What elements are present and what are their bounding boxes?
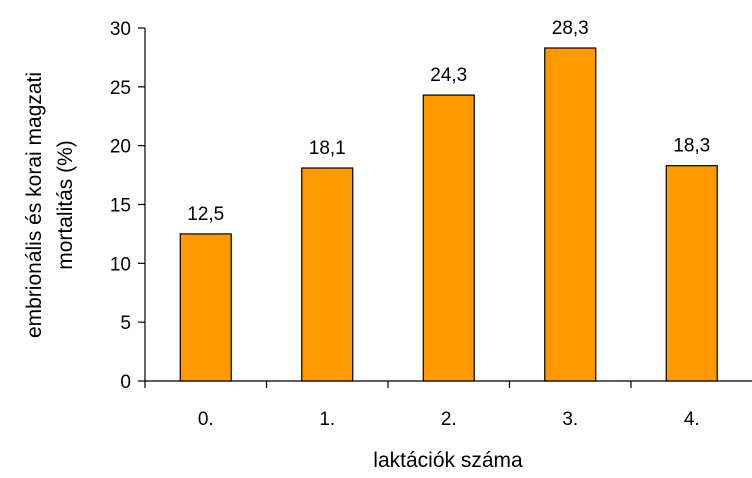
- x-tick-label: 2.: [441, 409, 457, 430]
- y-tick-label: 0: [120, 372, 131, 393]
- y-axis-title: embrionális és korai magzati mortalitás …: [23, 72, 77, 338]
- y-axis: 0 5 10 15 20 25 30: [110, 19, 146, 393]
- bar: [301, 167, 354, 382]
- data-label: 28,3: [552, 18, 589, 39]
- bar: [422, 94, 475, 382]
- y-tick-label: 5: [120, 313, 131, 334]
- x-axis-title: laktációk száma: [373, 449, 523, 472]
- y-axis-title-line-2: mortalitás (%): [54, 140, 77, 270]
- y-tick-label: 25: [110, 78, 131, 99]
- x-tick-label: 0.: [198, 409, 214, 430]
- x-axis: 0. 1. 2. 3. 4.: [144, 380, 752, 430]
- x-tick-label: 1.: [319, 409, 335, 430]
- data-label: 18,3: [673, 136, 710, 157]
- x-tick-label: 3.: [562, 409, 578, 430]
- y-tick-label: 30: [110, 19, 131, 40]
- bar-series: [179, 47, 718, 382]
- y-tick-label: 10: [110, 254, 131, 275]
- y-axis-title-line-1: embrionális és korai magzati: [23, 72, 46, 338]
- y-tick-label: 15: [110, 196, 131, 217]
- y-tick-label: 20: [110, 137, 131, 158]
- bar: [544, 47, 597, 382]
- data-label: 18,1: [309, 138, 346, 159]
- data-label: 24,3: [430, 65, 467, 86]
- data-labels: 12,5 18,1 24,3 28,3 18,3: [187, 18, 710, 225]
- bar: [179, 233, 232, 382]
- bar: [665, 165, 718, 382]
- x-tick-label: 4.: [684, 409, 700, 430]
- data-label: 12,5: [187, 204, 224, 225]
